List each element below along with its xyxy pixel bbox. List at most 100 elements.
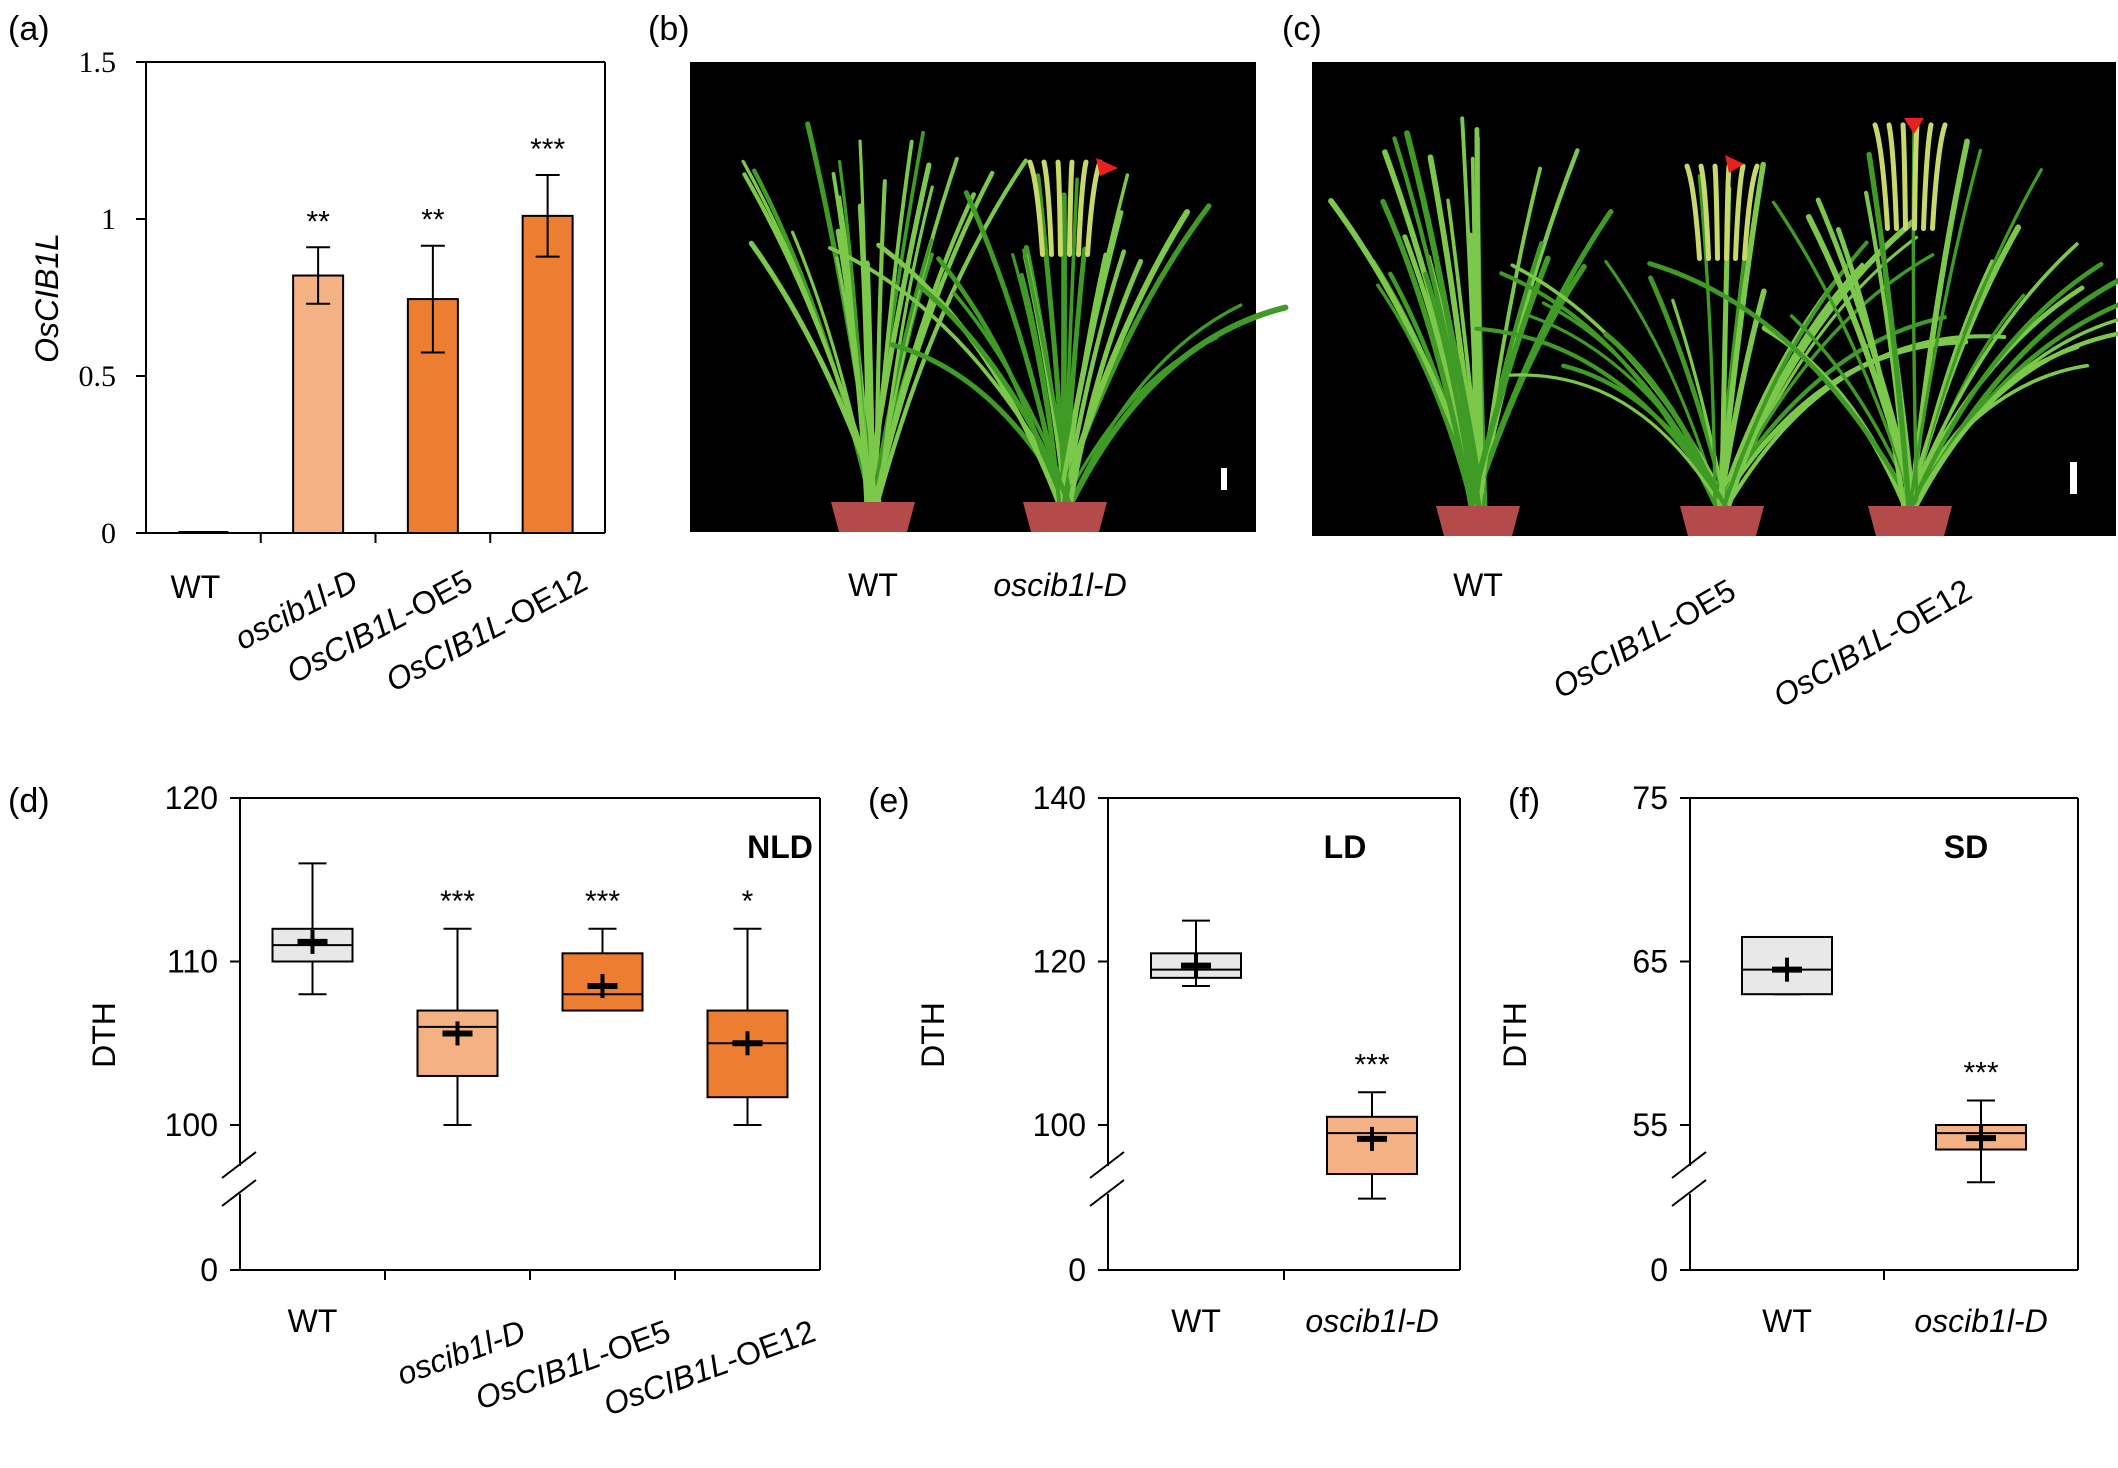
plant-oscib1l-d xyxy=(828,159,1289,532)
panel-c-heading-arrowhead-oe12 xyxy=(1904,118,1924,134)
panicle xyxy=(1698,163,1711,261)
leaf-blade xyxy=(1423,271,1477,509)
leaf-blade xyxy=(1380,198,1474,509)
leaf-blade xyxy=(1499,271,1718,509)
panel-c: (c) WT OsCIB1L-OE5 OsCIB1L-OE12 xyxy=(1282,10,2118,714)
panel-e-y-label: DTH xyxy=(915,1002,951,1068)
leaf-blade xyxy=(1067,258,1144,505)
panel-e-y-tick-label: 120 xyxy=(1033,944,1086,980)
plant-wt xyxy=(741,121,1028,532)
panel-f-y-label: DTH xyxy=(1497,1002,1533,1068)
panel-e: (e) 0 100 120 140 WT *** oscib1l-D DTH LD xyxy=(868,780,1461,1339)
leaf-blade xyxy=(1914,318,2118,508)
leaf-blade xyxy=(1468,255,1551,509)
leaf-blade xyxy=(1909,261,2104,509)
pot xyxy=(831,502,915,532)
panel-c-heading-arrowhead-oe5 xyxy=(1725,155,1744,173)
panel-f-axis-break-mark xyxy=(1671,1179,1707,1207)
panel-c-label-oe5: OsCIB1L-OE5 xyxy=(1546,572,1741,705)
leaf-blade xyxy=(1647,261,1915,509)
panel-b-label-wt: WT xyxy=(848,567,898,603)
leaf-blade xyxy=(1035,173,1069,505)
panel-f-y-tick-label: 55 xyxy=(1632,1107,1668,1143)
panel-b-photo-background xyxy=(690,62,1256,532)
leaf-blade xyxy=(1717,161,1766,509)
panel-a-y-ticks: 0 0.5 1 1.5 xyxy=(79,46,146,550)
panel-e-y-tick-label: 0 xyxy=(1068,1252,1086,1288)
leaf-blade xyxy=(1508,373,1722,508)
panel-f-condition: SD xyxy=(1944,829,1988,865)
panel-d-axis-break-mark xyxy=(221,1179,257,1207)
leaf-blade xyxy=(835,256,872,504)
panel-f: (f) 0 55 65 75 WT *** oscib1l-D DTH SD xyxy=(1497,780,2079,1339)
panel-c-label-oe12: OsCIB1L-OE12 xyxy=(1767,572,1978,714)
leaf-blade xyxy=(748,240,882,505)
pot xyxy=(1023,502,1107,532)
panel-b-plant-photo xyxy=(741,121,1289,532)
panel-c-label-wt: WT xyxy=(1453,567,1503,603)
panel-a-y-label: OsCIB1L xyxy=(29,233,65,363)
leaf-blade xyxy=(1671,298,1728,508)
panel-d-label: (d) xyxy=(8,782,50,820)
leaf-blade xyxy=(875,158,1028,505)
leaf-blade xyxy=(1062,336,1218,504)
leaf-blade xyxy=(936,256,1061,505)
panicle xyxy=(1886,122,1899,231)
leaf-blade xyxy=(877,185,934,504)
leaf-blade xyxy=(1561,363,1728,509)
panicle xyxy=(1712,163,1720,261)
panel-a-y-tick-label: 1.5 xyxy=(79,46,117,79)
panel-a-significance: *** xyxy=(530,133,565,166)
pot xyxy=(1868,506,1952,536)
panicle xyxy=(1076,159,1089,257)
leaf-blade xyxy=(1059,209,1191,505)
panel-a-y-tick-label: 1 xyxy=(101,203,116,236)
panel-e-condition: LD xyxy=(1324,829,1367,865)
panicle xyxy=(1724,163,1732,261)
panel-b: (b) WT oscib1l-D xyxy=(648,10,1289,603)
panel-d-axis-break-mark xyxy=(221,1151,257,1179)
plant-wt xyxy=(1328,116,1614,536)
panel-d-significance: *** xyxy=(440,885,475,918)
panel-c-scale-bar xyxy=(2070,462,2077,494)
leaf-blade xyxy=(1805,214,1917,509)
panicle xyxy=(1027,159,1045,257)
panicle xyxy=(1041,159,1054,257)
panel-f-y-tick-label: 0 xyxy=(1650,1252,1668,1288)
panel-a-label: (a) xyxy=(8,10,50,48)
panel-d-significance: *** xyxy=(585,885,620,918)
panel-a: (a) 00.511.5 OsCIB1L ** ***** WT oscib1l-D… xyxy=(8,10,606,699)
leaf-blade xyxy=(1725,292,1845,509)
panel-f-x-label: oscib1l-D xyxy=(1914,1303,2047,1339)
panel-e-y-tick-label: 140 xyxy=(1033,780,1086,816)
panel-f-x-label: WT xyxy=(1762,1303,1812,1339)
panel-f-y-tick-label: 75 xyxy=(1632,780,1668,816)
leaf-blade xyxy=(1905,242,2079,508)
panicle xyxy=(1067,159,1075,257)
panel-f-boxplot: 0 55 65 75 WT *** oscib1l-D xyxy=(1632,780,2079,1339)
panel-d: (d) 0100110120WT***oscib1l-D***OsCIB1L-O… xyxy=(8,780,821,1423)
panel-a-y-tick-label: 0.5 xyxy=(79,360,117,393)
leaf-blade xyxy=(871,238,934,504)
panicle xyxy=(1055,159,1063,257)
panel-e-axis-break-mark xyxy=(1089,1179,1125,1207)
panicle xyxy=(1742,163,1760,261)
panel-f-axis-break-mark xyxy=(1671,1151,1707,1179)
panel-a-x-label: WT xyxy=(171,569,221,605)
panicle xyxy=(1921,122,1934,231)
leaf-blade xyxy=(874,179,887,505)
panel-b-heading-arrowhead xyxy=(1096,158,1118,176)
panel-e-x-label: oscib1l-D xyxy=(1305,1303,1438,1339)
panel-f-y-tick-label: 65 xyxy=(1632,944,1668,980)
panel-f-significance: *** xyxy=(1963,1056,1998,1089)
plant-oe12 xyxy=(1647,118,2118,536)
panel-a-bars: ** ***** xyxy=(178,133,574,543)
panicle xyxy=(1900,122,1908,231)
leaf-blade xyxy=(1474,127,1485,509)
panel-f-label: (f) xyxy=(1508,782,1540,820)
panel-d-y-tick-label: 0 xyxy=(200,1252,218,1288)
panel-e-y-tick-label: 100 xyxy=(1033,1107,1086,1143)
panicle xyxy=(1872,122,1890,231)
